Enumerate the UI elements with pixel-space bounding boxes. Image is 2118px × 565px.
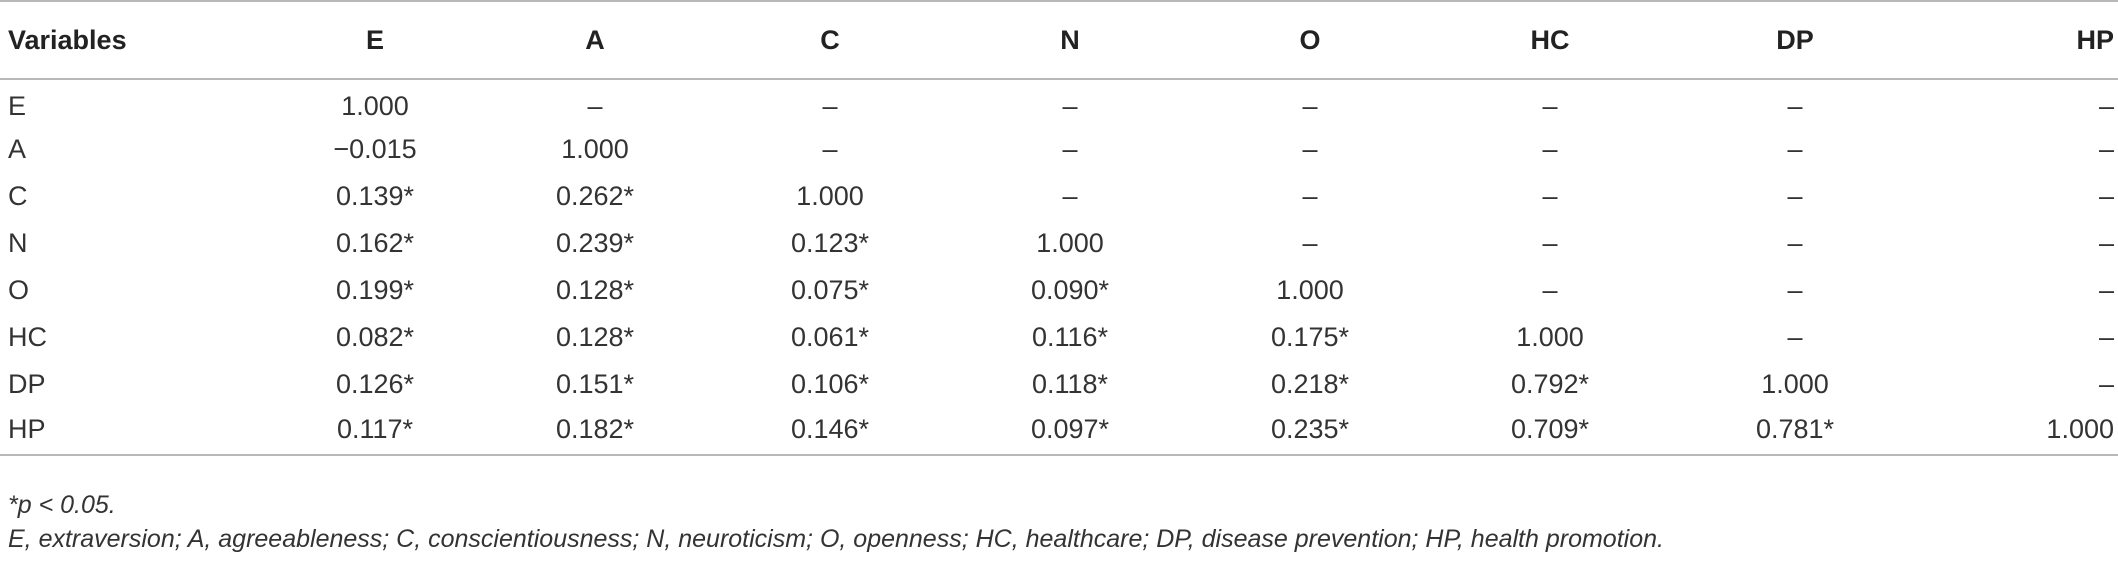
row-label: HC: [8, 322, 47, 352]
table-cell: 0.235*: [1190, 408, 1430, 456]
table-cell: 0.709*: [1430, 408, 1670, 456]
row-label: A: [8, 134, 27, 164]
table-cell: 0.126*: [335, 369, 415, 399]
table-cell: 1.000: [1276, 275, 1344, 305]
table-cell: 1.000: [796, 181, 864, 211]
table-cell: –: [1787, 134, 1803, 164]
table-cell: 0.061*: [790, 322, 870, 352]
correlation-table-container: Variables E A C N O HC DP HP E 1.000 – –…: [0, 0, 2118, 456]
table-cell: –: [2098, 322, 2114, 352]
table-cell: 1.000: [561, 134, 629, 164]
table-cell: 0.075*: [790, 275, 870, 305]
table-cell: 1.000: [1516, 322, 1584, 352]
table-cell: 0.218*: [1270, 369, 1350, 399]
table-cell: 0.090*: [1030, 275, 1110, 305]
table-cell: 0.781*: [1670, 408, 1920, 456]
table-cell: 0.139*: [335, 181, 415, 211]
table-cell: 0.118*: [1031, 369, 1109, 399]
table-cell: 0.128*: [555, 275, 635, 305]
table-cell: −0.015: [333, 134, 417, 164]
header-hp: HP: [1920, 0, 2118, 80]
table-cell: –: [1787, 228, 1803, 258]
table-cell: –: [2098, 228, 2114, 258]
header-n: N: [950, 0, 1190, 80]
table-cell: –: [1542, 275, 1558, 305]
row-label: O: [8, 275, 30, 305]
table-row: E 1.000 – – – – – – –: [0, 79, 2118, 126]
header-variables: Variables: [0, 0, 270, 80]
table-cell: –: [1302, 181, 1318, 211]
table-cell: –: [822, 134, 838, 164]
header-hc: HC: [1430, 0, 1670, 80]
table-cell: –: [1787, 90, 1803, 121]
header-dp: DP: [1670, 0, 1920, 80]
table-cell: 0.146*: [710, 408, 950, 456]
table-cell: –: [1542, 90, 1558, 121]
row-label: E: [8, 90, 27, 121]
table-cell: –: [1302, 90, 1318, 121]
table-row: N 0.162* 0.239* 0.123* 1.000 – – – –: [0, 220, 2118, 267]
table-cell: 0.792*: [1510, 369, 1590, 399]
table-cell: –: [2098, 369, 2114, 399]
table-row: HC 0.082* 0.128* 0.061* 0.116* 0.175* 1.…: [0, 314, 2118, 361]
row-label: N: [8, 228, 28, 258]
header-a: A: [480, 0, 710, 80]
table-cell: –: [1787, 181, 1803, 211]
row-label: DP: [8, 369, 46, 399]
table-cell: 0.123*: [790, 228, 870, 258]
table-cell: –: [2098, 181, 2114, 211]
table-cell: –: [2098, 90, 2114, 121]
table-cell: 0.239*: [555, 228, 635, 258]
table-cell: 0.082*: [335, 322, 415, 352]
table-cell: –: [1787, 275, 1803, 305]
table-cell: –: [822, 90, 838, 121]
abbreviations-note: E, extraversion; A, agreeableness; C, co…: [8, 525, 1664, 553]
table-row: O 0.199* 0.128* 0.075* 0.090* 1.000 – – …: [0, 267, 2118, 314]
correlation-table: Variables E A C N O HC DP HP E 1.000 – –…: [0, 0, 2118, 456]
table-cell: –: [1542, 228, 1558, 258]
table-cell: –: [587, 90, 603, 121]
table-cell: 0.097*: [950, 408, 1190, 456]
table-cell: –: [1062, 90, 1078, 121]
header-e: E: [270, 0, 480, 80]
table-cell: –: [1302, 134, 1318, 164]
table-cell: 1.000: [1920, 408, 2118, 456]
header-row: Variables E A C N O HC DP HP: [0, 0, 2118, 80]
table-row: DP 0.126* 0.151* 0.106* 0.118* 0.218* 0.…: [0, 361, 2118, 408]
table-cell: –: [1542, 134, 1558, 164]
table-cell: 0.128*: [555, 322, 635, 352]
table-cell: 1.000: [1761, 369, 1829, 399]
table-cell: 1.000: [341, 90, 409, 121]
table-cell: –: [1542, 181, 1558, 211]
table-cell: –: [2098, 275, 2114, 305]
table-footnotes: *p < 0.05. E, extraversion; A, agreeable…: [8, 488, 1664, 556]
significance-note: *p < 0.05.: [8, 491, 116, 519]
table-row: A −0.015 1.000 – – – – – –: [0, 126, 2118, 173]
header-o: O: [1190, 0, 1430, 80]
table-body: E 1.000 – – – – – – – A −0.015 1.000 – –…: [0, 79, 2118, 456]
table-cell: 0.182*: [480, 408, 710, 456]
table-cell: 0.116*: [1031, 322, 1109, 352]
row-label: C: [8, 181, 28, 211]
table-row: C 0.139* 0.262* 1.000 – – – – –: [0, 173, 2118, 220]
header-c: C: [710, 0, 950, 80]
table-cell: 0.106*: [790, 369, 870, 399]
table-cell: –: [2098, 134, 2114, 164]
table-cell: 0.175*: [1270, 322, 1350, 352]
table-cell: 0.162*: [335, 228, 415, 258]
table-cell: –: [1302, 228, 1318, 258]
table-cell: 0.117*: [270, 408, 480, 456]
row-label: HP: [0, 408, 270, 456]
table-cell: –: [1062, 181, 1078, 211]
table-cell: 0.199*: [335, 275, 415, 305]
table-cell: 1.000: [1036, 228, 1104, 258]
table-row: HP 0.117* 0.182* 0.146* 0.097* 0.235* 0.…: [0, 408, 2118, 456]
table-cell: 0.151*: [555, 369, 635, 399]
table-header: Variables E A C N O HC DP HP: [0, 0, 2118, 80]
table-cell: –: [1787, 322, 1803, 352]
table-cell: –: [1062, 134, 1078, 164]
table-cell: 0.262*: [555, 181, 635, 211]
